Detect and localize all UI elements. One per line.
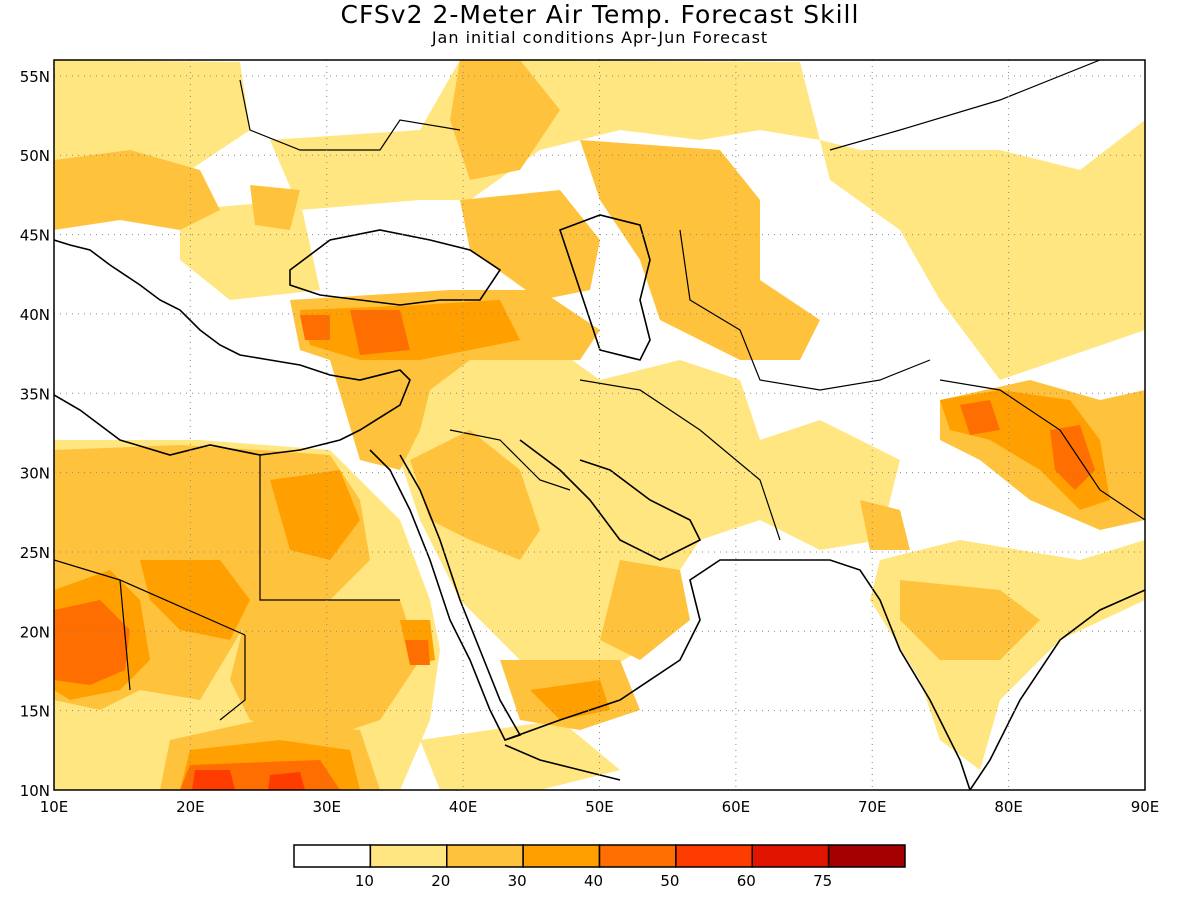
- longitude-label: 60E: [722, 798, 751, 816]
- latitude-label: 25N: [20, 544, 50, 562]
- longitude-label: 70E: [858, 798, 887, 816]
- coastlines: [54, 60, 1145, 790]
- colorbar-label: 75: [813, 872, 832, 890]
- colorbar-swatch: [675, 844, 753, 868]
- colorbar-swatch: [369, 844, 448, 868]
- latitude-label: 45N: [20, 227, 50, 245]
- longitude-label: 90E: [1131, 798, 1160, 816]
- colorbar-label: 10: [355, 872, 374, 890]
- longitude-label: 20E: [176, 798, 205, 816]
- plot-frame: [53, 59, 1146, 791]
- colorbar-label: 20: [431, 872, 450, 890]
- latitude-label: 20N: [20, 623, 50, 641]
- colorbar-label: 30: [508, 872, 527, 890]
- longitude-label: 80E: [994, 798, 1023, 816]
- latitude-label: 55N: [20, 68, 50, 86]
- colorbar-swatch: [446, 844, 524, 868]
- latitude-label: 30N: [20, 465, 50, 483]
- colorbar-legend: 10 20 30 40 50 60 75: [293, 844, 906, 890]
- longitude-axis: 10E 20E 30E 40E 50E 60E 70E 80E 90E: [40, 798, 1160, 816]
- longitude-label: 10E: [40, 798, 69, 816]
- latitude-axis: 55N 50N 45N 40N 35N 30N 25N 20N 15N 10N: [20, 68, 50, 800]
- latitude-label: 50N: [20, 147, 50, 165]
- longitude-label: 50E: [585, 798, 614, 816]
- colorbar-label: 40: [584, 872, 603, 890]
- colorbar-swatch: [293, 844, 372, 868]
- map-title: CFSv2 2-Meter Air Temp. Forecast Skill: [340, 0, 860, 29]
- latitude-label: 15N: [20, 703, 50, 721]
- latitude-label: 35N: [20, 385, 50, 403]
- skill-shading: [54, 60, 1145, 790]
- latitude-label: 10N: [20, 782, 50, 800]
- colorbar-swatch: [751, 844, 830, 868]
- longitude-label: 30E: [312, 798, 341, 816]
- colorbar-swatch: [522, 844, 601, 868]
- longitude-label: 40E: [449, 798, 478, 816]
- colorbar-label: 60: [737, 872, 756, 890]
- map-subtitle: Jan initial conditions Apr-Jun Forecast: [431, 28, 769, 47]
- colorbar-swatch: [827, 844, 906, 868]
- latitude-label: 40N: [20, 306, 50, 324]
- colorbar-swatch: [598, 844, 677, 868]
- colorbar-label: 50: [660, 872, 679, 890]
